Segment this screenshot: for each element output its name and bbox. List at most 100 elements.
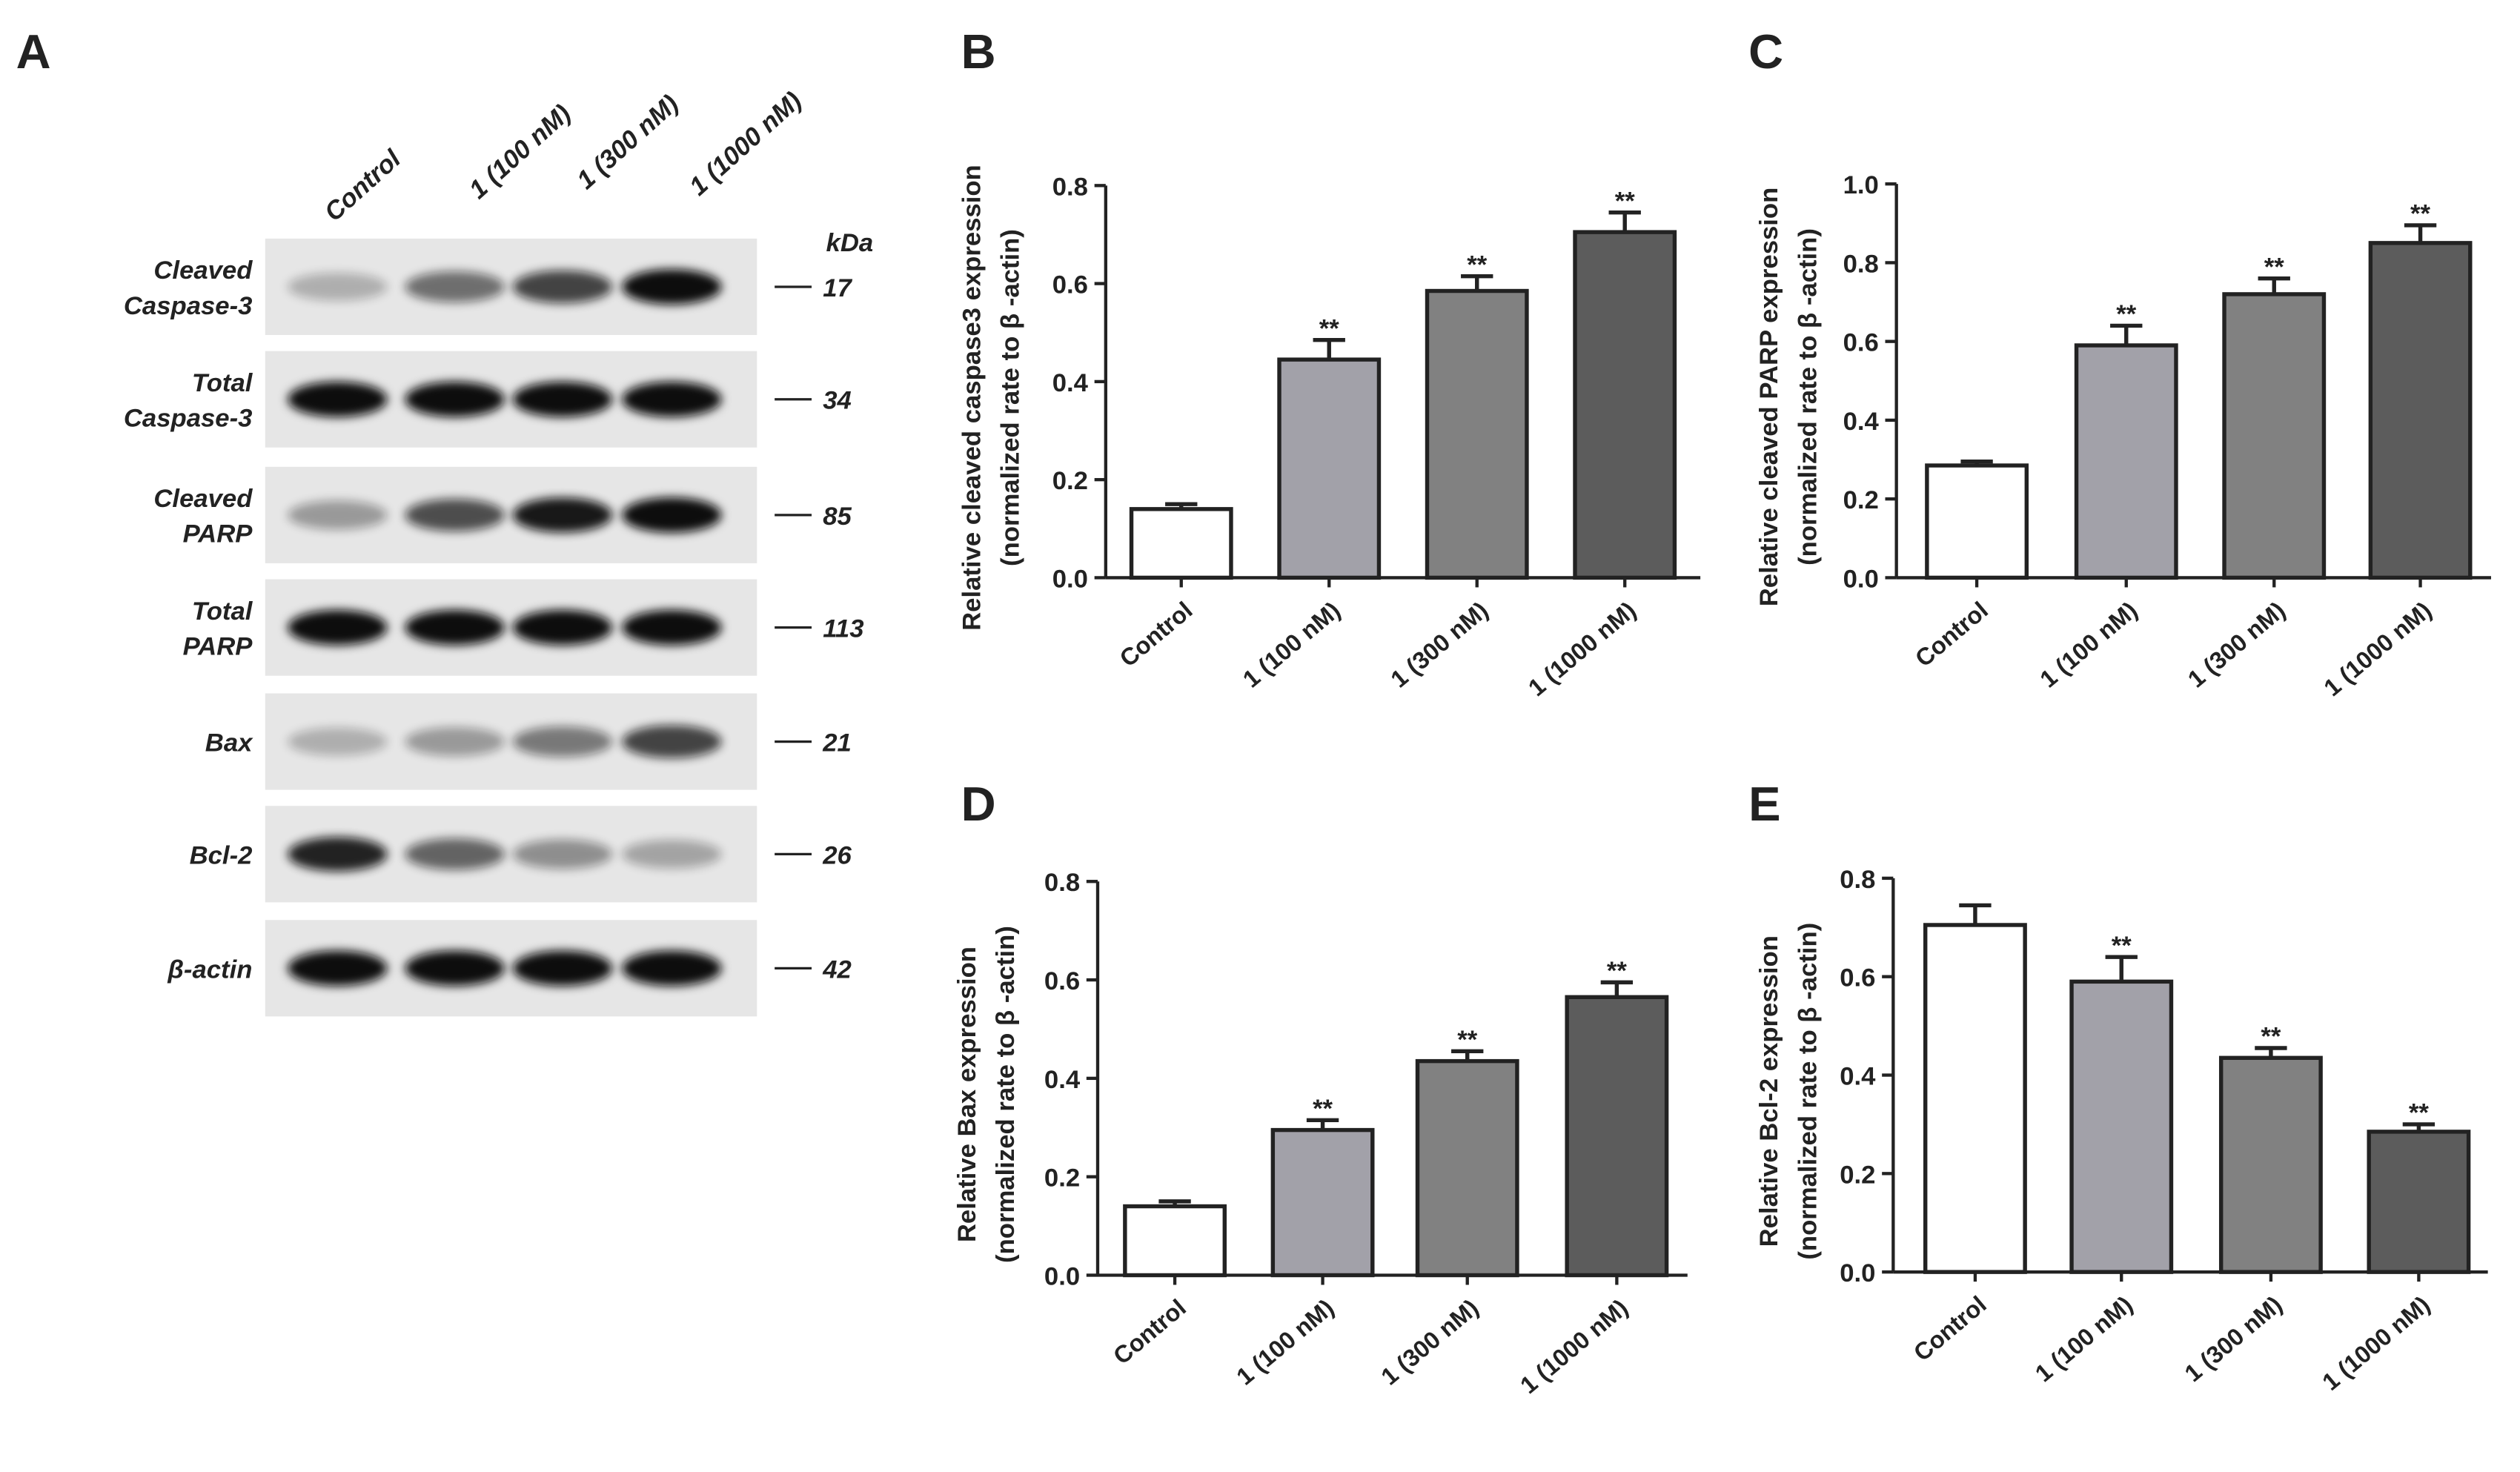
bar — [1129, 507, 1233, 580]
y-axis-label: Relative cleaved PARP expression — [1755, 188, 1783, 607]
y-tick-label: 0.8 — [1843, 250, 1879, 278]
bar — [1573, 230, 1677, 580]
x-tick-label: 1 (300 nM) — [2183, 597, 2290, 693]
significance: ** — [2409, 1099, 2429, 1127]
band — [622, 725, 722, 758]
panel-letter: C — [1748, 24, 1783, 79]
significance: ** — [2112, 932, 2132, 960]
row-label: Caspase-3 — [124, 405, 253, 433]
bar — [2368, 241, 2473, 580]
x-tick-label: 1 (100 nM) — [2030, 1291, 2138, 1388]
bar — [2069, 979, 2174, 1274]
y-tick-label: 0.2 — [1044, 1164, 1080, 1193]
row-label: Cleaved — [153, 256, 253, 285]
row-label: β-actin — [167, 955, 252, 984]
band — [622, 840, 722, 869]
lane-label: 1 (300 nM) — [571, 90, 683, 195]
row-label: Bax — [205, 729, 253, 757]
panel-letter: D — [961, 777, 996, 831]
panel-letter: E — [1748, 777, 1780, 831]
row-label: Cleaved — [153, 485, 253, 513]
band — [512, 497, 613, 533]
kda-value: 34 — [823, 387, 852, 415]
panel-letter: A — [16, 24, 51, 79]
y-tick-label: 0.8 — [1044, 869, 1080, 897]
band — [622, 497, 722, 533]
bar — [1425, 288, 1529, 580]
x-tick-label: 1 (1000 nM) — [2317, 1291, 2435, 1396]
kda-header: kDa — [826, 229, 874, 257]
x-tick-label: 1 (1000 nM) — [2319, 597, 2437, 701]
band — [512, 270, 613, 304]
bar — [1415, 1058, 1519, 1278]
band — [405, 950, 505, 987]
y-tick-label: 0.8 — [1052, 173, 1088, 201]
y-tick-label: 0.4 — [1840, 1063, 1876, 1091]
significance: ** — [1319, 314, 1339, 342]
band — [512, 839, 613, 869]
band — [405, 271, 505, 302]
y-axis-label: (normalized rate to β -actin) — [997, 229, 1025, 566]
y-tick-label: 1.0 — [1843, 171, 1879, 199]
y-tick-label: 0.0 — [1044, 1262, 1080, 1290]
row-label: Total — [192, 597, 253, 626]
row-label: Bcl-2 — [190, 841, 253, 869]
kda-value: 26 — [822, 841, 852, 869]
lane-label: Control — [319, 144, 407, 227]
row-label: PARP — [183, 520, 253, 548]
y-axis-label: Relative cleaved caspase3 expression — [958, 165, 987, 631]
x-tick-label: 1 (300 nM) — [2180, 1291, 2287, 1388]
kda-value: 85 — [823, 503, 852, 531]
x-tick-label: 1 (100 nM) — [1238, 597, 1345, 693]
band — [288, 272, 388, 301]
x-tick-label: 1 (100 nM) — [1231, 1294, 1339, 1390]
significance: ** — [1607, 957, 1627, 985]
kda-value: 113 — [823, 615, 863, 643]
band — [405, 726, 505, 757]
band — [405, 498, 505, 531]
band — [288, 381, 388, 417]
band — [622, 609, 722, 646]
band — [288, 950, 388, 987]
significance: ** — [1457, 1026, 1477, 1054]
bar — [1923, 923, 2027, 1274]
y-tick-label: 0.4 — [1052, 369, 1089, 397]
x-tick-label: Control — [1910, 597, 1993, 672]
x-tick-label: 1 (1000 nM) — [1523, 597, 1641, 701]
significance: ** — [2116, 300, 2136, 328]
lane-label: 1 (1000 nM) — [684, 87, 807, 202]
band — [405, 381, 505, 417]
band — [622, 269, 722, 305]
band — [288, 609, 388, 646]
significance: ** — [2410, 200, 2430, 228]
y-tick-label: 0.6 — [1044, 967, 1080, 995]
y-axis-label: Relative Bcl-2 expression — [1755, 935, 1783, 1247]
band — [622, 950, 722, 987]
x-tick-label: 1 (300 nM) — [1386, 597, 1493, 693]
y-tick-label: 0.0 — [1840, 1259, 1875, 1287]
band — [405, 609, 505, 646]
y-tick-label: 0.6 — [1052, 271, 1088, 299]
band — [622, 381, 722, 417]
y-tick-label: 0.2 — [1843, 486, 1879, 514]
x-tick-label: Control — [1108, 1294, 1191, 1370]
panel-letter: B — [961, 24, 996, 79]
band — [288, 837, 388, 872]
y-tick-label: 0.4 — [1044, 1066, 1081, 1094]
row-label: Caspase-3 — [124, 292, 253, 320]
band — [512, 726, 613, 757]
y-tick-label: 0.2 — [1052, 467, 1088, 495]
y-tick-label: 0.2 — [1840, 1161, 1875, 1189]
significance: ** — [2261, 1023, 2281, 1051]
kda-value: 21 — [822, 729, 852, 757]
bar — [2222, 292, 2327, 580]
significance: ** — [1313, 1095, 1333, 1123]
bar — [1925, 463, 2029, 580]
band — [288, 727, 388, 756]
y-axis-label: Relative Bax expression — [953, 946, 981, 1242]
row-label: PARP — [183, 632, 253, 660]
band — [288, 500, 388, 530]
x-tick-label: 1 (1000 nM) — [1515, 1294, 1633, 1399]
